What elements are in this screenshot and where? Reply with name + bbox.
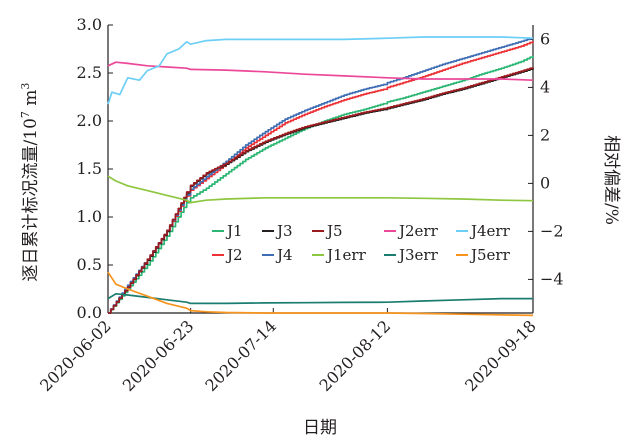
y-right-tick-label: −4 [540, 269, 564, 288]
legend-label-j1: J1 [225, 222, 243, 240]
y-left-tick-label: 2.5 [77, 63, 102, 82]
series-line-j1err [107, 175, 534, 204]
y-left-tick-label: 1.0 [77, 207, 102, 226]
legend-label-j1err: J1err [325, 246, 367, 264]
y-axis-left-title: 逐日累计标况流量/107 m3 [19, 83, 41, 282]
y-right-tick-label: 0 [540, 173, 550, 192]
y-left-tick-label: 1.5 [77, 159, 102, 178]
x-tick-label: 2020-06-23 [119, 316, 198, 395]
legend: J1 J3 J5 J2err J4err J2 J4 J1err J3err J5err [212, 222, 511, 264]
series-line-j1 [108, 55, 534, 314]
y-right-tick-label: −2 [540, 221, 564, 240]
axis-titles: 逐日累计标况流量/107 m3 相对偏差/% 日期 [19, 83, 621, 438]
series-line-j5 [108, 67, 534, 314]
x-tick-label: 2020-07-14 [201, 316, 280, 395]
legend-label-j2: J2 [225, 246, 243, 264]
series-line-j4err [107, 36, 534, 105]
series-line-j2err [107, 61, 534, 82]
x-tick-label: 2020-08-12 [316, 316, 395, 395]
series-line-j5err [107, 271, 534, 317]
series-line-j3err [107, 292, 533, 305]
y-left-tick-label: 0.0 [77, 303, 102, 322]
legend-label-j5: J5 [325, 222, 343, 240]
legend-label-j2err: J2err [397, 222, 439, 240]
y-left-tick-label: 2.0 [77, 111, 102, 130]
legend-label-j4: J4 [275, 246, 293, 264]
y-right-tick-label: 4 [540, 77, 550, 96]
legend-label-j5err: J5err [469, 246, 511, 264]
y-left-tick-label: 3.0 [77, 15, 102, 34]
series-line-j2 [108, 41, 534, 314]
legend-label-j3: J3 [275, 222, 293, 240]
y-left-tick-label: 0.5 [77, 255, 102, 274]
legend-label-j3err: J3err [397, 246, 439, 264]
x-tick-label: 2020-06-02 [36, 316, 115, 395]
x-axis-title: 日期 [303, 418, 337, 438]
x-tick-label: 2020-09-18 [461, 316, 540, 395]
series-layer [107, 36, 534, 317]
legend-label-j4err: J4err [469, 222, 511, 240]
y-right-tick-label: 6 [540, 29, 550, 48]
y-axis-right-title: 相对偏差/% [601, 135, 621, 225]
y-right-tick-label: 2 [540, 125, 550, 144]
